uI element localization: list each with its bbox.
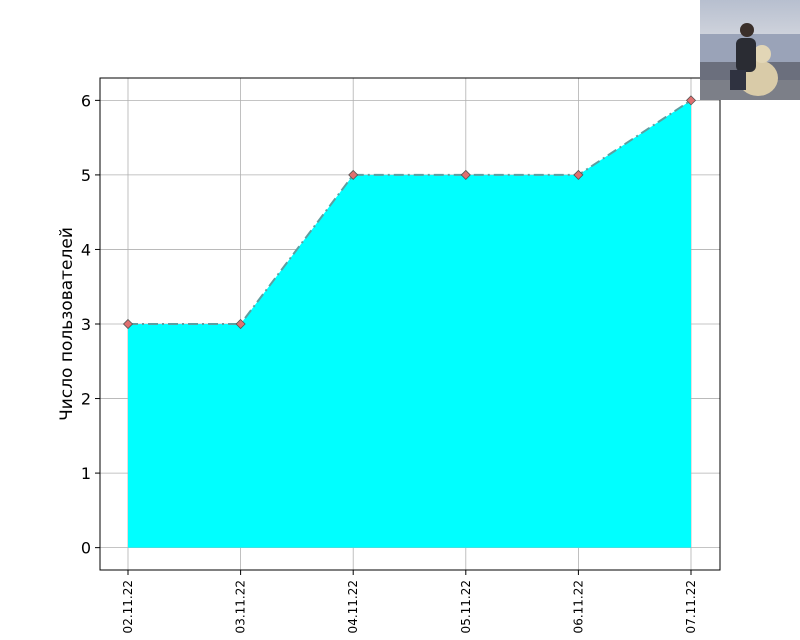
y-axis-ticks: 0 1 2 3 4 5 6 — [81, 91, 100, 558]
y-tick-label: 1 — [81, 464, 91, 483]
x-tick-label: 07.11.22 — [684, 580, 698, 633]
y-tick-label: 5 — [81, 166, 91, 185]
x-tick-label: 05.11.22 — [459, 580, 473, 633]
data-point-marker — [348, 169, 359, 180]
data-point-marker — [122, 318, 134, 330]
user-photo — [700, 0, 800, 100]
x-tick-label: 03.11.22 — [234, 580, 248, 633]
series-line — [128, 99, 692, 325]
y-tick-label: 4 — [81, 240, 91, 259]
x-tick-label: 02.11.22 — [121, 580, 135, 633]
y-axis-title: Число пользователей — [57, 227, 77, 421]
y-tick-label: 0 — [81, 539, 91, 558]
data-point-marker — [573, 169, 584, 180]
marker-layer — [122, 95, 697, 330]
data-point-marker — [460, 169, 471, 180]
series-area-fill — [128, 100, 691, 548]
y-tick-label: 2 — [81, 390, 91, 409]
x-tick-label: 06.11.22 — [571, 580, 585, 633]
x-axis-ticks: 02.11.22 03.11.22 04.11.22 05.11.22 06.11.22… — [121, 570, 698, 633]
y-tick-label: 6 — [81, 91, 91, 110]
data-point-marker — [685, 95, 697, 106]
area-fill-layer — [128, 100, 691, 548]
x-tick-label: 04.11.22 — [346, 580, 360, 633]
data-point-marker — [235, 318, 246, 330]
y-tick-label: 3 — [81, 315, 91, 334]
photo-image — [700, 0, 800, 100]
series-line-layer — [128, 99, 692, 325]
